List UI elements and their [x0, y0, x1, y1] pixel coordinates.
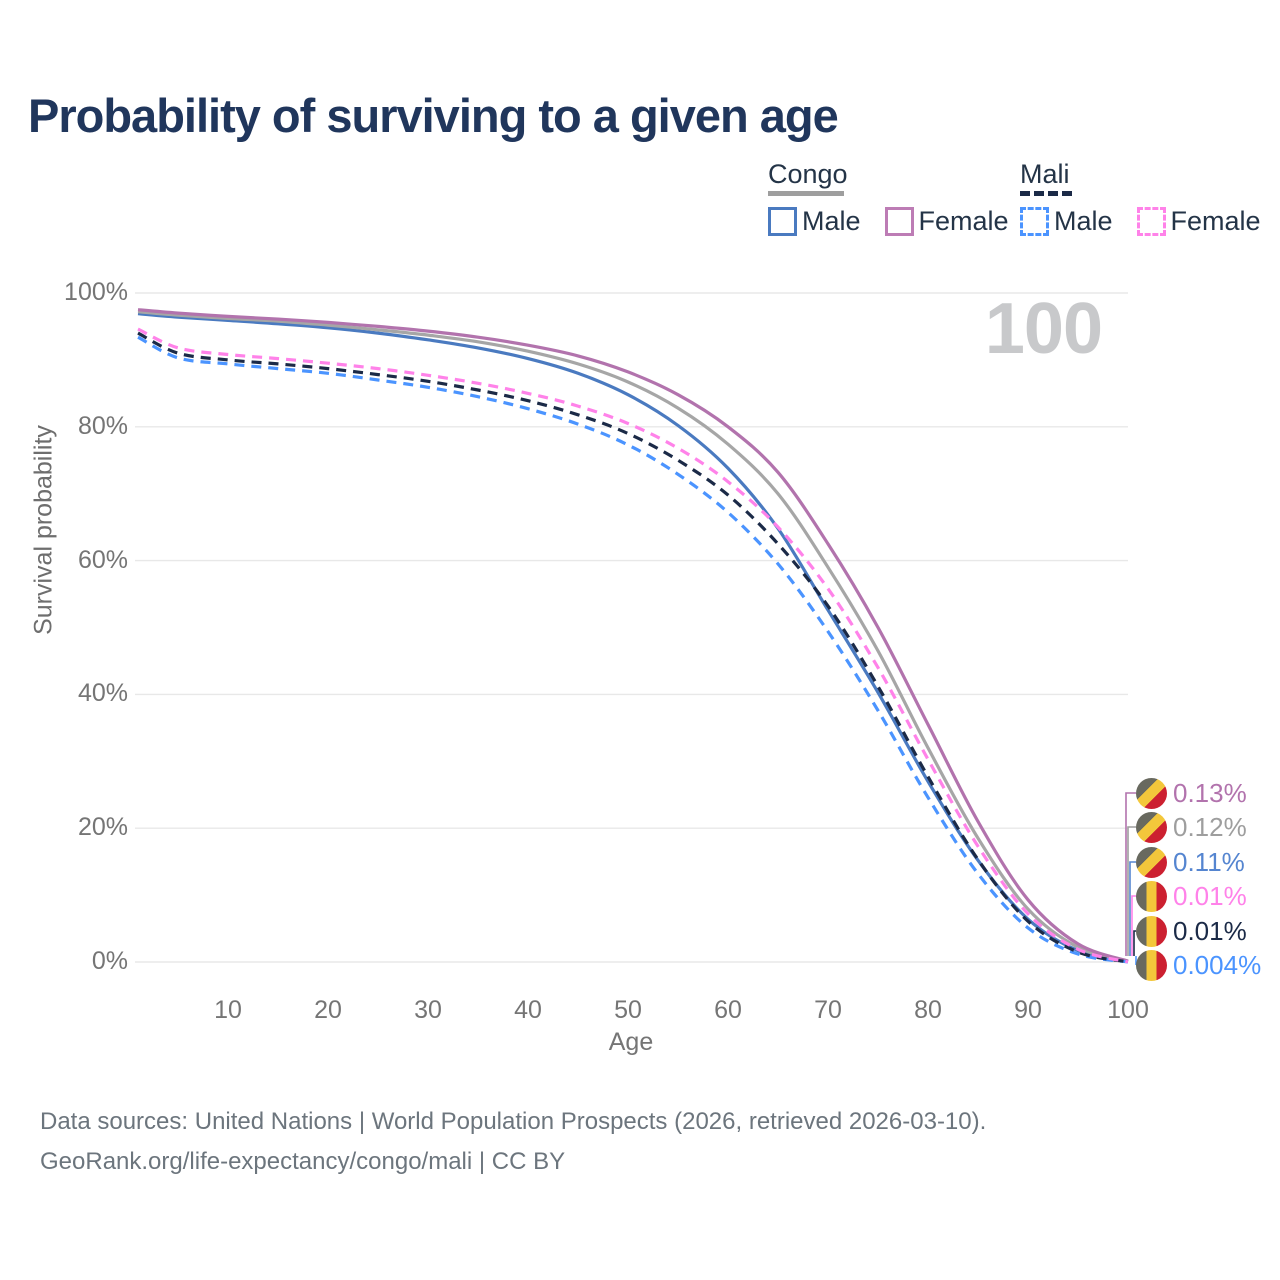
legend-congo-items: Male Female	[768, 206, 1009, 237]
legend-item-congo-female[interactable]: Female	[884, 206, 1009, 237]
legend-mali-items: Male Female	[1020, 206, 1261, 237]
y-tick-label: 100%	[64, 278, 128, 306]
end-label-value: 0.01%	[1173, 880, 1247, 911]
end-label-value: 0.13%	[1173, 777, 1247, 808]
x-tick-label: 100	[1107, 996, 1149, 1024]
end-label-mali-both: 0.01%	[1136, 914, 1247, 948]
congo-flag-icon	[1136, 846, 1167, 878]
end-label-congo-both: 0.12%	[1136, 810, 1247, 844]
legend-mali-name: Mali	[1020, 159, 1070, 189]
x-tick-label: 60	[714, 996, 742, 1024]
congo-flag-icon	[1136, 777, 1167, 809]
x-axis-title: Age	[608, 1028, 654, 1056]
legend-mali-heading: Mali	[1020, 160, 1261, 196]
y-axis-title: Survival probability	[29, 425, 58, 635]
x-tick-label: 70	[814, 996, 842, 1024]
end-label-congo-female: 0.13%	[1136, 776, 1247, 810]
end-label-value: 0.12%	[1173, 811, 1247, 842]
legend-group-congo: Congo Male Female	[768, 160, 1009, 237]
line-mali-male	[137, 335, 1129, 964]
congo-female-swatch-icon	[884, 207, 914, 236]
mali-flag-icon	[1136, 949, 1167, 981]
line-congo-male	[137, 312, 1129, 963]
y-tick-label: 40%	[77, 679, 128, 708]
y-tick-label: 80%	[77, 411, 128, 440]
x-tick-label: 50	[614, 996, 642, 1024]
legend-label-mali-male: Male	[1054, 206, 1113, 236]
x-tick-label: 40	[514, 996, 542, 1024]
x-tick-label: 80	[914, 996, 942, 1024]
end-label-value: 0.11%	[1173, 846, 1245, 877]
x-tick-label: 30	[414, 996, 442, 1024]
line-mali-female	[137, 327, 1129, 964]
data-sources-line: Data sources: United Nations | World Pop…	[40, 1108, 987, 1135]
mali-flag-icon	[1136, 880, 1167, 912]
mali-male-swatch-icon	[1020, 207, 1049, 236]
line-mali	[137, 331, 1129, 964]
end-label-value: 0.004%	[1173, 949, 1262, 980]
end-label-congo-male: 0.11%	[1136, 845, 1245, 879]
y-tick-label: 20%	[77, 813, 128, 842]
legend-item-mali-female[interactable]: Female	[1136, 206, 1261, 237]
legend-congo-name: Congo	[768, 159, 848, 189]
legend-label-congo-female: Female	[918, 206, 1009, 236]
congo-flag-icon	[1136, 811, 1167, 843]
y-tick-label: 60%	[77, 545, 128, 574]
end-label-value: 0.01%	[1173, 915, 1247, 946]
attribution-line: GeoRank.org/life-expectancy/congo/mali |…	[40, 1148, 566, 1175]
mali-dashed-line-swatch	[1020, 191, 1072, 196]
age-counter: 100	[984, 289, 1103, 369]
congo-male-swatch-icon	[768, 207, 797, 236]
legend-group-mali: Mali Male Female	[1020, 160, 1261, 237]
legend-congo-heading: Congo	[768, 160, 1009, 196]
x-tick-label: 10	[214, 996, 242, 1024]
legend-item-congo-male[interactable]: Male	[768, 206, 861, 237]
y-tick-label: 0%	[91, 947, 128, 975]
line-congo-female	[137, 308, 1129, 963]
mali-female-swatch-icon	[1136, 207, 1166, 236]
congo-solid-line-swatch	[768, 191, 844, 196]
line-congo	[137, 310, 1129, 963]
legend-label-congo-male: Male	[802, 206, 861, 236]
x-tick-label: 20	[314, 996, 342, 1024]
page-title: Probability of surviving to a given age	[28, 89, 839, 142]
legend-label-mali-female: Female	[1170, 206, 1261, 236]
end-label-mali-female: 0.01%	[1136, 879, 1247, 913]
end-label-mali-male: 0.004%	[1136, 948, 1261, 982]
mali-flag-icon	[1136, 915, 1167, 947]
x-tick-label: 90	[1014, 996, 1042, 1024]
legend-item-mali-male[interactable]: Male	[1020, 206, 1113, 237]
